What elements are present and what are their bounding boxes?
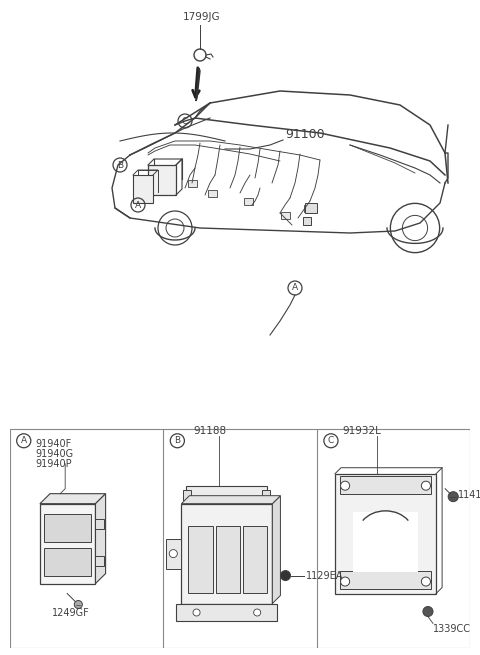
Circle shape [423, 607, 433, 616]
FancyBboxPatch shape [183, 490, 192, 500]
Circle shape [421, 481, 431, 490]
FancyBboxPatch shape [340, 476, 431, 494]
Circle shape [74, 601, 83, 608]
FancyBboxPatch shape [96, 519, 104, 529]
FancyBboxPatch shape [148, 165, 176, 195]
FancyBboxPatch shape [335, 474, 436, 593]
Text: 1129EA: 1129EA [306, 571, 343, 580]
Text: 1141AC: 1141AC [458, 490, 480, 500]
FancyBboxPatch shape [44, 514, 92, 542]
Polygon shape [196, 68, 200, 101]
Text: 91100: 91100 [285, 128, 324, 141]
Polygon shape [181, 496, 280, 504]
FancyBboxPatch shape [216, 525, 240, 593]
Circle shape [193, 609, 200, 616]
Text: 91940F: 91940F [36, 439, 72, 449]
Text: 91940G: 91940G [36, 449, 74, 458]
FancyBboxPatch shape [44, 548, 92, 576]
FancyBboxPatch shape [188, 179, 196, 187]
Text: 1339CC: 1339CC [433, 624, 471, 635]
Text: B: B [117, 160, 123, 170]
FancyBboxPatch shape [133, 175, 153, 203]
FancyBboxPatch shape [207, 189, 216, 196]
Circle shape [340, 481, 349, 490]
Polygon shape [272, 496, 280, 603]
Text: A: A [292, 284, 298, 293]
Text: A: A [135, 200, 141, 210]
Circle shape [280, 571, 290, 580]
FancyBboxPatch shape [189, 525, 213, 593]
FancyBboxPatch shape [40, 504, 96, 584]
FancyBboxPatch shape [303, 204, 312, 212]
FancyBboxPatch shape [166, 538, 181, 569]
Text: 91932L: 91932L [342, 426, 381, 436]
FancyBboxPatch shape [243, 525, 267, 593]
FancyBboxPatch shape [340, 571, 431, 589]
Text: 91940P: 91940P [36, 458, 72, 469]
Polygon shape [40, 494, 106, 504]
Text: C: C [328, 436, 334, 445]
Text: B: B [174, 436, 180, 445]
FancyBboxPatch shape [243, 198, 252, 204]
FancyBboxPatch shape [262, 490, 270, 500]
FancyBboxPatch shape [305, 203, 317, 213]
Text: 1249GF: 1249GF [52, 607, 90, 618]
Circle shape [448, 492, 458, 502]
Text: A: A [21, 436, 27, 445]
FancyBboxPatch shape [280, 212, 289, 219]
Circle shape [169, 550, 177, 557]
FancyBboxPatch shape [176, 603, 277, 622]
Circle shape [340, 577, 349, 586]
Text: C: C [182, 117, 188, 126]
Text: 1799JG: 1799JG [183, 12, 221, 22]
Text: 91188: 91188 [193, 426, 227, 436]
FancyBboxPatch shape [181, 504, 272, 603]
Circle shape [253, 609, 261, 616]
Circle shape [421, 577, 431, 586]
FancyBboxPatch shape [96, 555, 104, 565]
FancyBboxPatch shape [186, 486, 267, 504]
FancyBboxPatch shape [353, 512, 418, 572]
FancyBboxPatch shape [303, 217, 311, 225]
Polygon shape [96, 494, 106, 584]
